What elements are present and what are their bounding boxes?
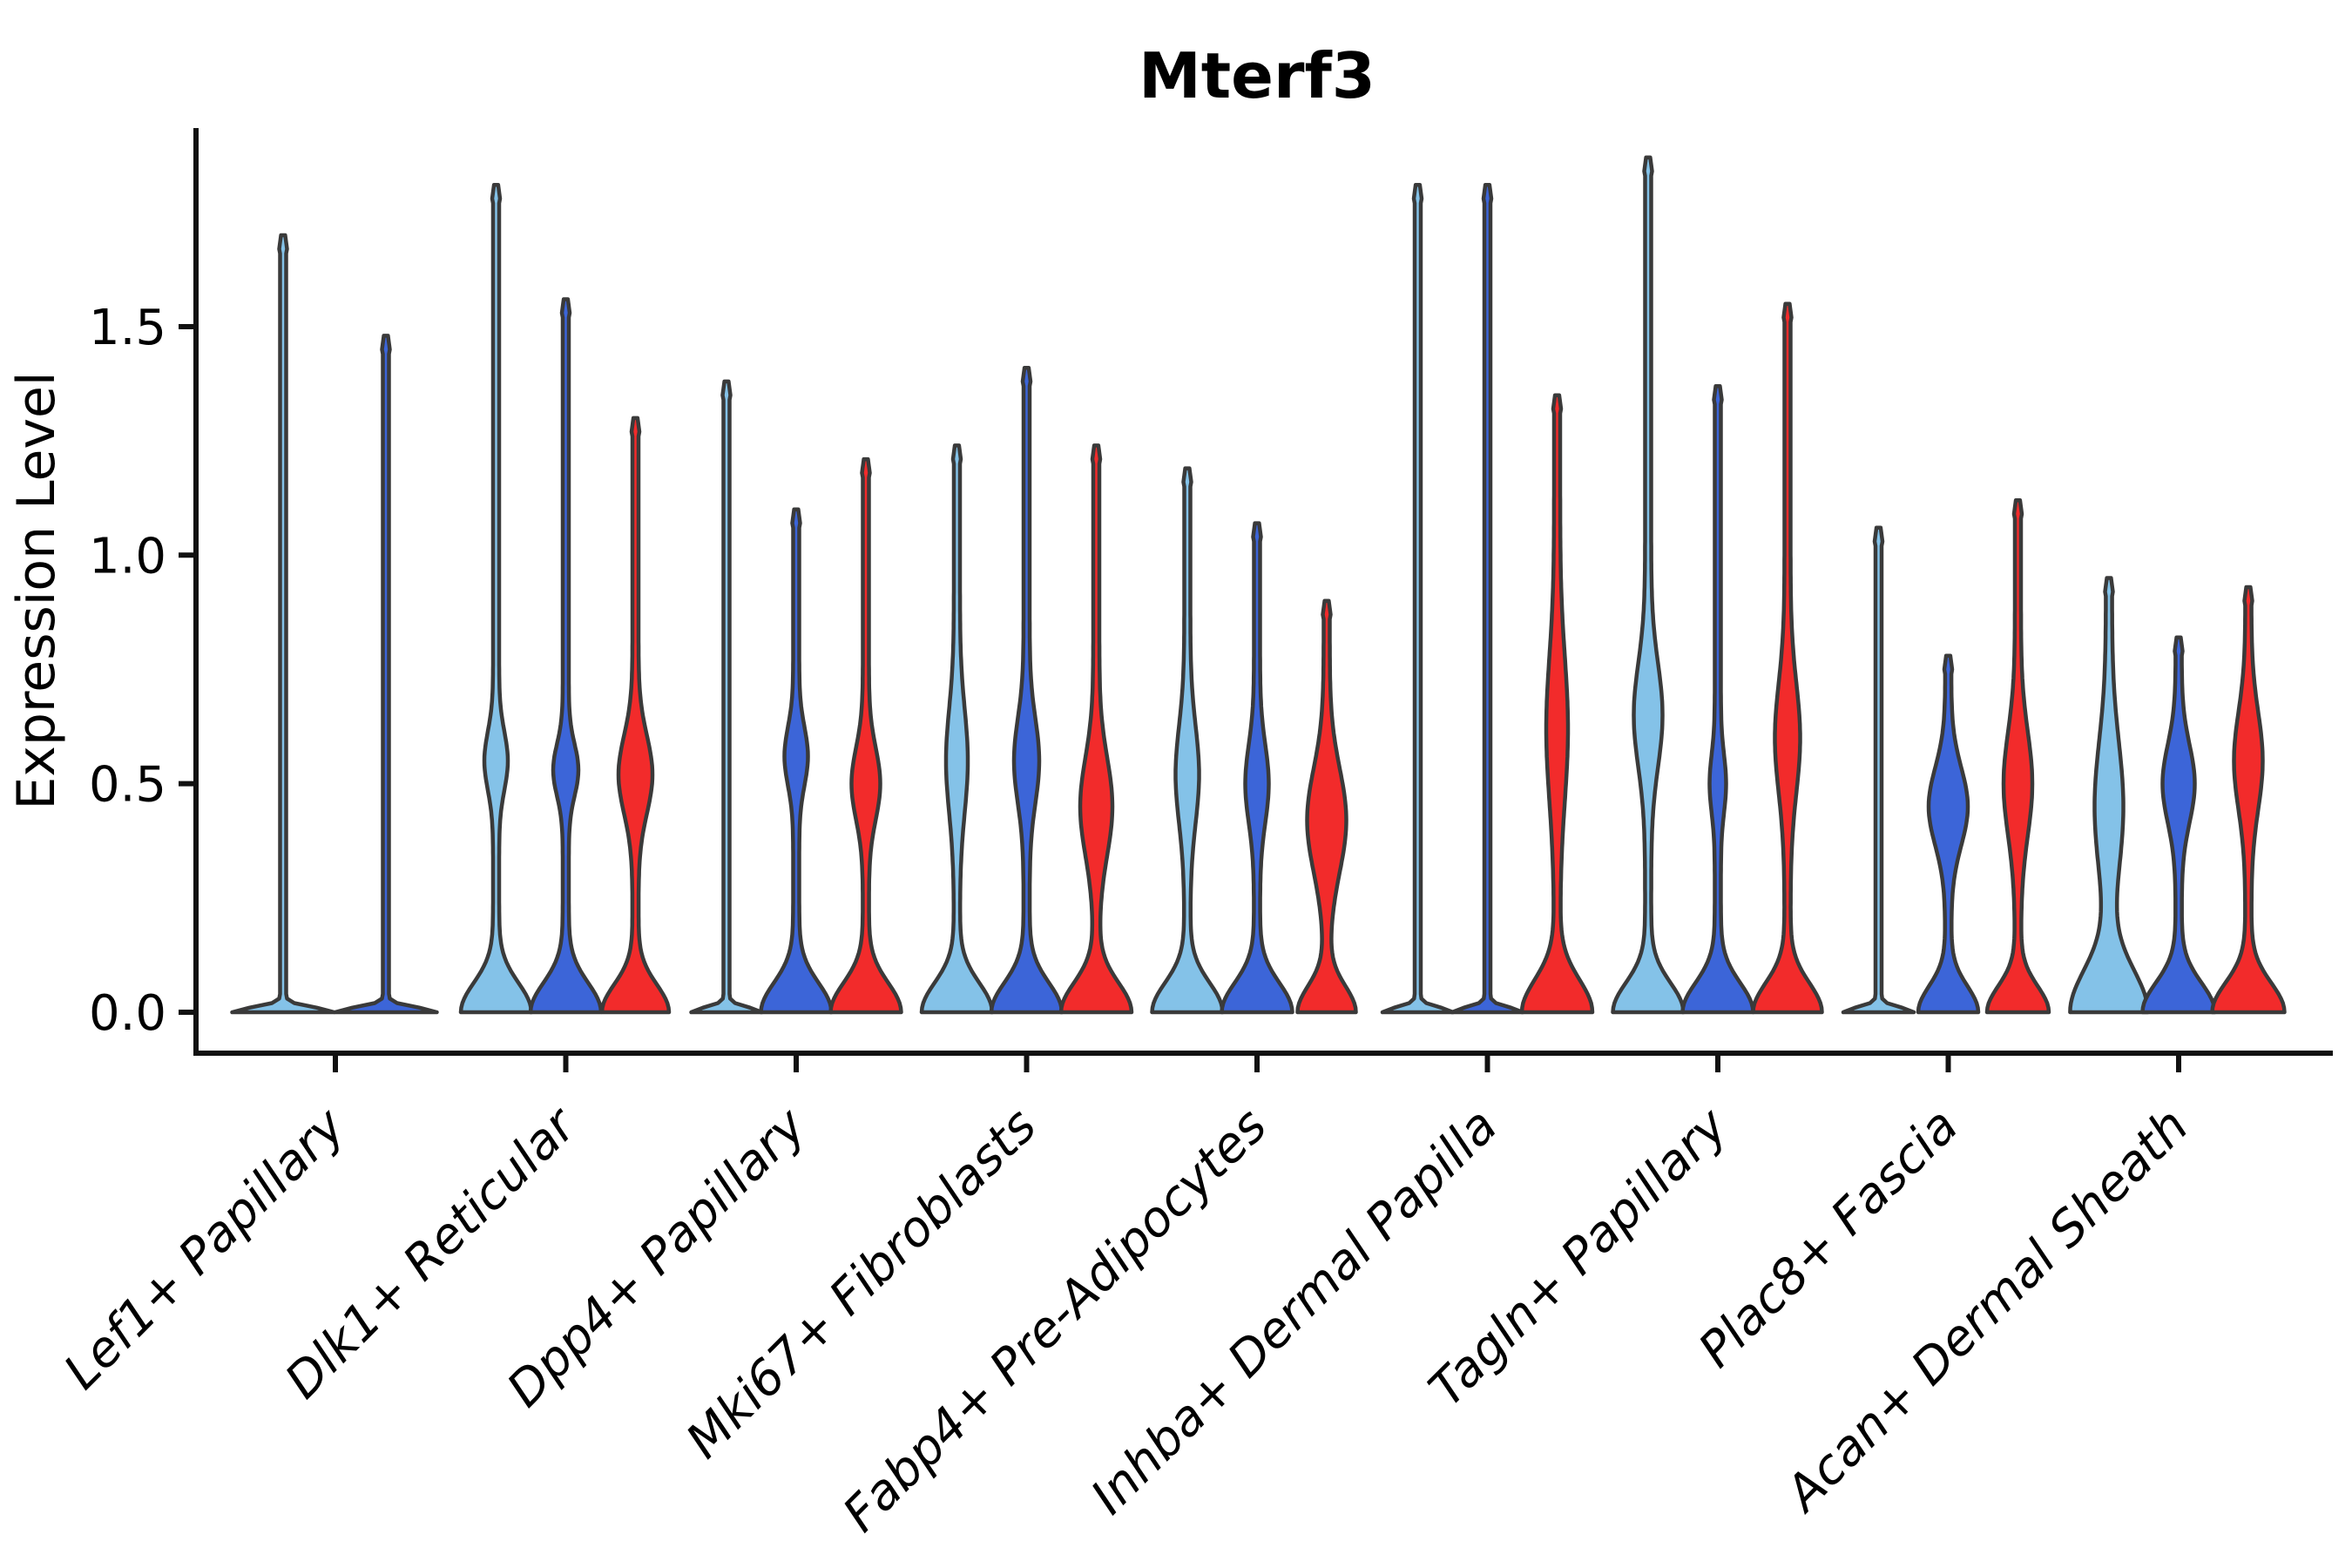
x-tick-label-fabp4-pre-adipocytes: Fabp4+ Pre-Adipocytes <box>833 1098 1278 1543</box>
violins-layer <box>230 155 2287 1015</box>
violin-lef1-papillary-dark_blue <box>333 334 439 1015</box>
violin-plac8-fascia-dark_blue <box>1916 653 1981 1015</box>
chart-title: Mterf3 <box>1139 39 1375 112</box>
violin-mki67-fibroblasts-red <box>1058 443 1134 1015</box>
violin-lef1-papillary-light_blue <box>230 233 336 1015</box>
violin-inhba-dermal-papilla-red <box>1519 393 1595 1015</box>
violin-fabp4-pre-adipocytes-light_blue <box>1150 466 1225 1015</box>
y-tick-label-0.0: 0.0 <box>89 985 166 1042</box>
violin-inhba-dermal-papilla-dark_blue <box>1450 183 1525 1015</box>
violin-tagln-papillary-dark_blue <box>1680 383 1755 1015</box>
violin-dlk1-reticular-dark_blue <box>528 297 604 1015</box>
violin-tagln-papillary-light_blue <box>1611 155 1686 1015</box>
violin-dpp4-papillary-light_blue <box>689 379 764 1015</box>
violin-mki67-fibroblasts-dark_blue <box>989 365 1064 1015</box>
violin-dlk1-reticular-light_blue <box>458 183 534 1015</box>
violin-plac8-fascia-light_blue <box>1841 525 1916 1015</box>
violin-acan-dermal-sheath-light_blue <box>2068 576 2150 1015</box>
x-tick-label-inhba-dermal-papilla: Inhba+ Dermal Papilla <box>1080 1098 1508 1525</box>
y-tick-label-0.5: 0.5 <box>89 757 166 814</box>
violin-acan-dermal-sheath-dark_blue <box>2140 635 2217 1015</box>
violin-dpp4-papillary-dark_blue <box>759 507 834 1015</box>
violin-dlk1-reticular-red <box>599 416 672 1015</box>
violin-fabp4-pre-adipocytes-red <box>1295 598 1358 1015</box>
violin-plac8-fascia-red <box>1984 498 2051 1015</box>
y-axis-label: Expression Level <box>6 371 67 809</box>
y-tick-label-1.5: 1.5 <box>89 300 166 356</box>
violin-acan-dermal-sheath-red <box>2210 585 2287 1015</box>
violin-mki67-fibroblasts-light_blue <box>919 443 995 1015</box>
violin-tagln-papillary-red <box>1751 301 1824 1015</box>
violin-inhba-dermal-papilla-light_blue <box>1380 183 1456 1015</box>
y-tick-label-1.0: 1.0 <box>89 528 166 585</box>
x-tick-label-acan-dermal-sheath: Acan+ Dermal Sheath <box>1774 1098 2200 1524</box>
violin-fabp4-pre-adipocytes-dark_blue <box>1220 521 1294 1015</box>
violin-dpp4-papillary-red <box>828 456 903 1015</box>
